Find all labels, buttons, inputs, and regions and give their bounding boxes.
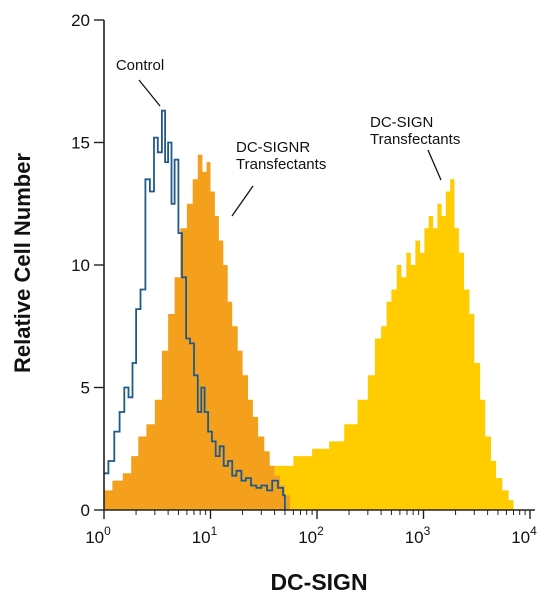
annotation-layer: Control DC-SIGNR Transfectants DC-SIGN Trans… — [116, 57, 460, 217]
tick-layer: 0 5 10 15 20 100 101 102 103 104 — [71, 11, 537, 547]
x-tick-label: 103 — [405, 524, 431, 547]
x-axis-title: DC-SIGN — [270, 569, 367, 595]
series-dc-sign-transfectants-area — [104, 179, 514, 511]
y-tick-label: 0 — [81, 501, 90, 520]
series-dc-signr-transfectants-area — [104, 154, 291, 511]
annotation-pointer-dc-sign — [427, 149, 442, 181]
y-tick-label: 10 — [71, 256, 90, 275]
annotation-pointer-control — [138, 79, 161, 107]
y-tick-label: 20 — [71, 11, 90, 30]
x-tick-label: 101 — [192, 524, 218, 547]
x-tick-label: 100 — [85, 524, 111, 547]
y-tick-label: 15 — [71, 134, 90, 153]
annotation-control: Control — [116, 57, 164, 74]
series-control-line — [104, 109, 286, 510]
y-tick-label: 5 — [81, 379, 90, 398]
annotation-dc-signr-transfectants: DC-SIGNR Transfectants — [236, 139, 326, 173]
x-tick-label: 104 — [511, 524, 537, 547]
y-axis-title: Relative Cell Number — [10, 153, 35, 374]
annotation-pointer-dc-signr — [231, 185, 254, 217]
annotation-dc-sign-transfectants: DC-SIGN Transfectants — [370, 114, 460, 148]
x-tick-label: 102 — [298, 524, 324, 547]
series-layer — [104, 109, 514, 511]
